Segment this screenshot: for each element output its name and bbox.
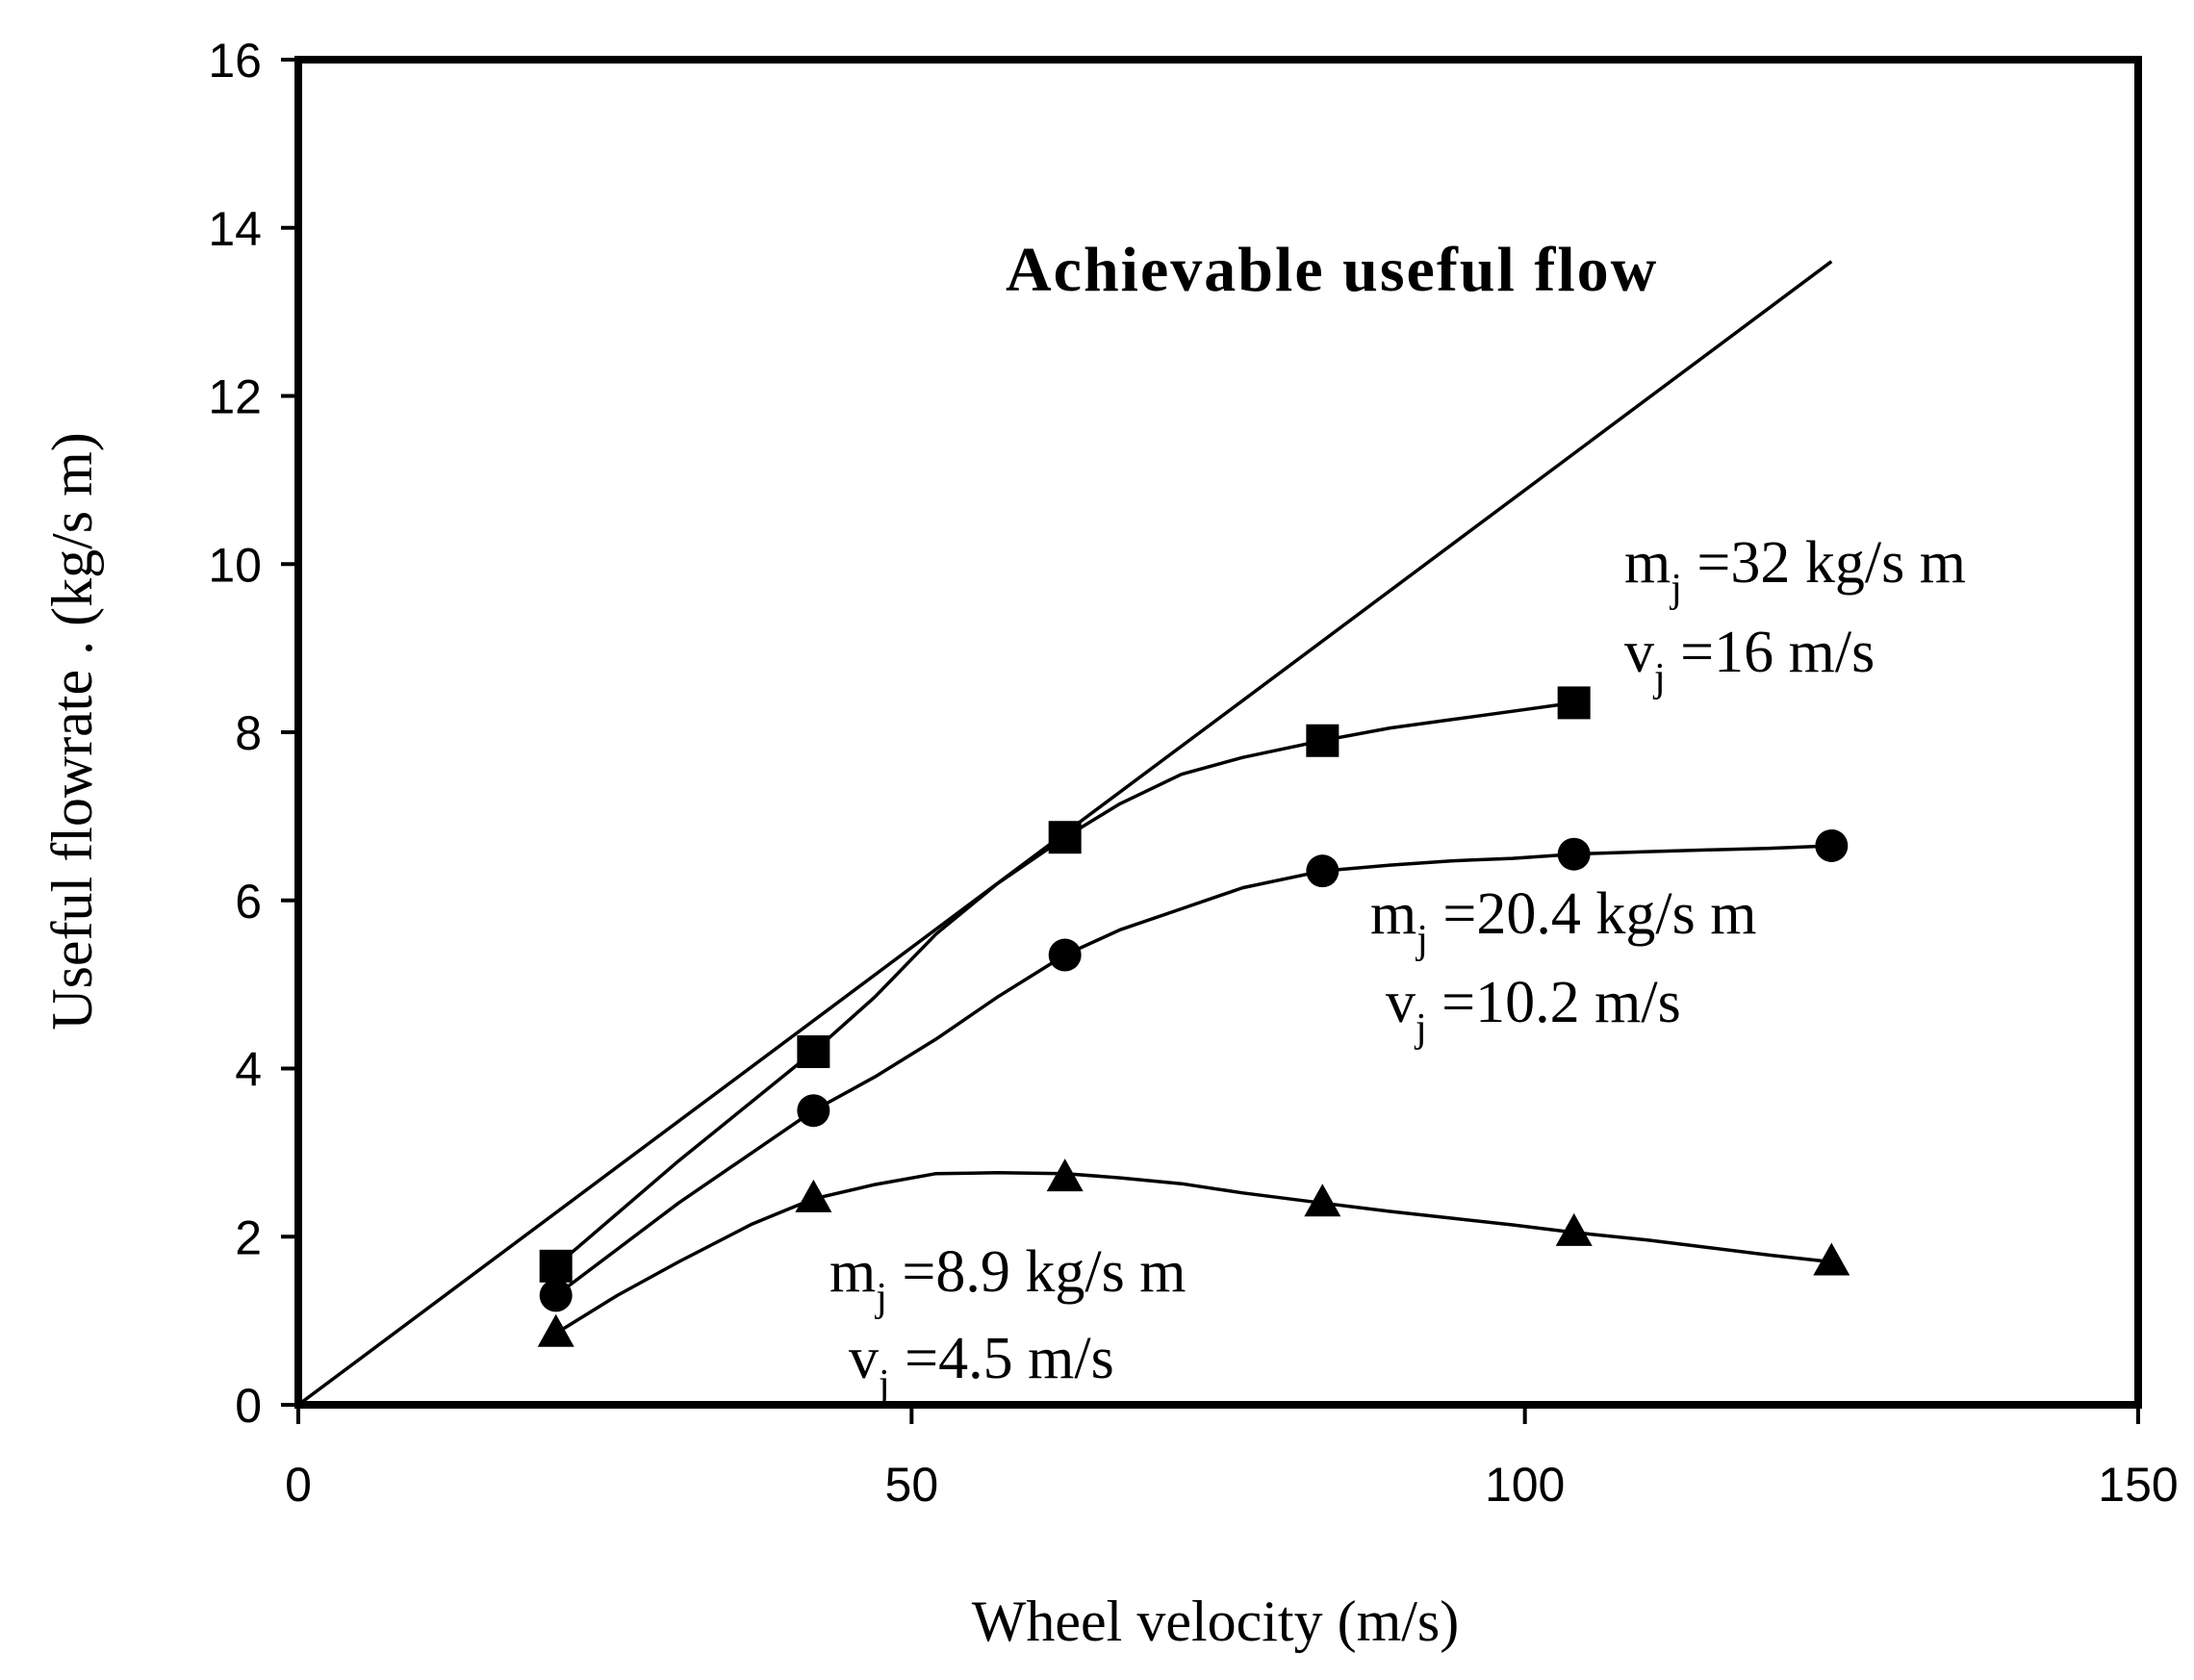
square-marker xyxy=(1306,724,1339,757)
circle-marker xyxy=(1815,828,1849,862)
square-marker xyxy=(1557,686,1591,720)
square-marker xyxy=(797,1035,830,1069)
square-marker xyxy=(539,1249,573,1283)
series-line-3 xyxy=(554,1171,1832,1336)
x-tick-label: 150 xyxy=(2098,1458,2178,1512)
series-line-1 xyxy=(554,700,1574,1268)
y-tick-label: 12 xyxy=(208,370,262,424)
circle-marker xyxy=(539,1279,573,1312)
y-axis-title: Useful flowrate . (kg/s m) xyxy=(40,432,104,1031)
triangle-marker xyxy=(1555,1212,1593,1246)
x-tick-label: 100 xyxy=(1485,1458,1565,1512)
circle-marker xyxy=(797,1094,830,1128)
axis-ticks: 0 2 4 6 8 10 12 14 16 0 50 100 150 xyxy=(208,34,2178,1512)
y-tick-label: 4 xyxy=(235,1043,262,1097)
series-20-mass-label: mj =20.4 kg/s m xyxy=(1370,881,1756,962)
triangle-marker xyxy=(537,1313,574,1347)
x-tick-label: 50 xyxy=(885,1458,939,1512)
triangle-marker xyxy=(795,1179,832,1212)
y-tick-label: 14 xyxy=(208,202,262,256)
circle-marker xyxy=(1306,854,1339,888)
marker-layer xyxy=(537,686,1850,1347)
x-axis-title: Wheel velocity (m/s) xyxy=(972,1590,1459,1653)
y-tick-label: 16 xyxy=(208,34,262,88)
series-9-mass-label: mj =8.9 kg/s m xyxy=(829,1239,1186,1320)
series-line-2 xyxy=(554,844,1832,1297)
y-tick-label: 2 xyxy=(235,1210,262,1264)
x-tick-label: 0 xyxy=(285,1458,312,1512)
square-marker xyxy=(1048,821,1082,854)
triangle-marker xyxy=(1304,1184,1341,1217)
series-32-velocity-label: vj =16 m/s xyxy=(1624,620,1875,700)
circle-marker xyxy=(1557,837,1591,871)
triangle-marker xyxy=(1046,1158,1084,1192)
circle-marker xyxy=(1048,938,1082,972)
achievable-flow-label: Achievable useful flow xyxy=(1006,235,1658,305)
y-tick-label: 0 xyxy=(235,1379,262,1433)
y-tick-label: 8 xyxy=(235,706,262,760)
series-9-velocity-label: vj =4.5 m/s xyxy=(849,1326,1114,1407)
series-32-mass-label: mj =32 kg/s m xyxy=(1624,530,1966,611)
triangle-marker xyxy=(1813,1242,1850,1276)
y-tick-label: 10 xyxy=(208,538,262,592)
series-20-velocity-label: vj =10.2 m/s xyxy=(1386,970,1681,1051)
y-tick-label: 6 xyxy=(235,875,262,929)
